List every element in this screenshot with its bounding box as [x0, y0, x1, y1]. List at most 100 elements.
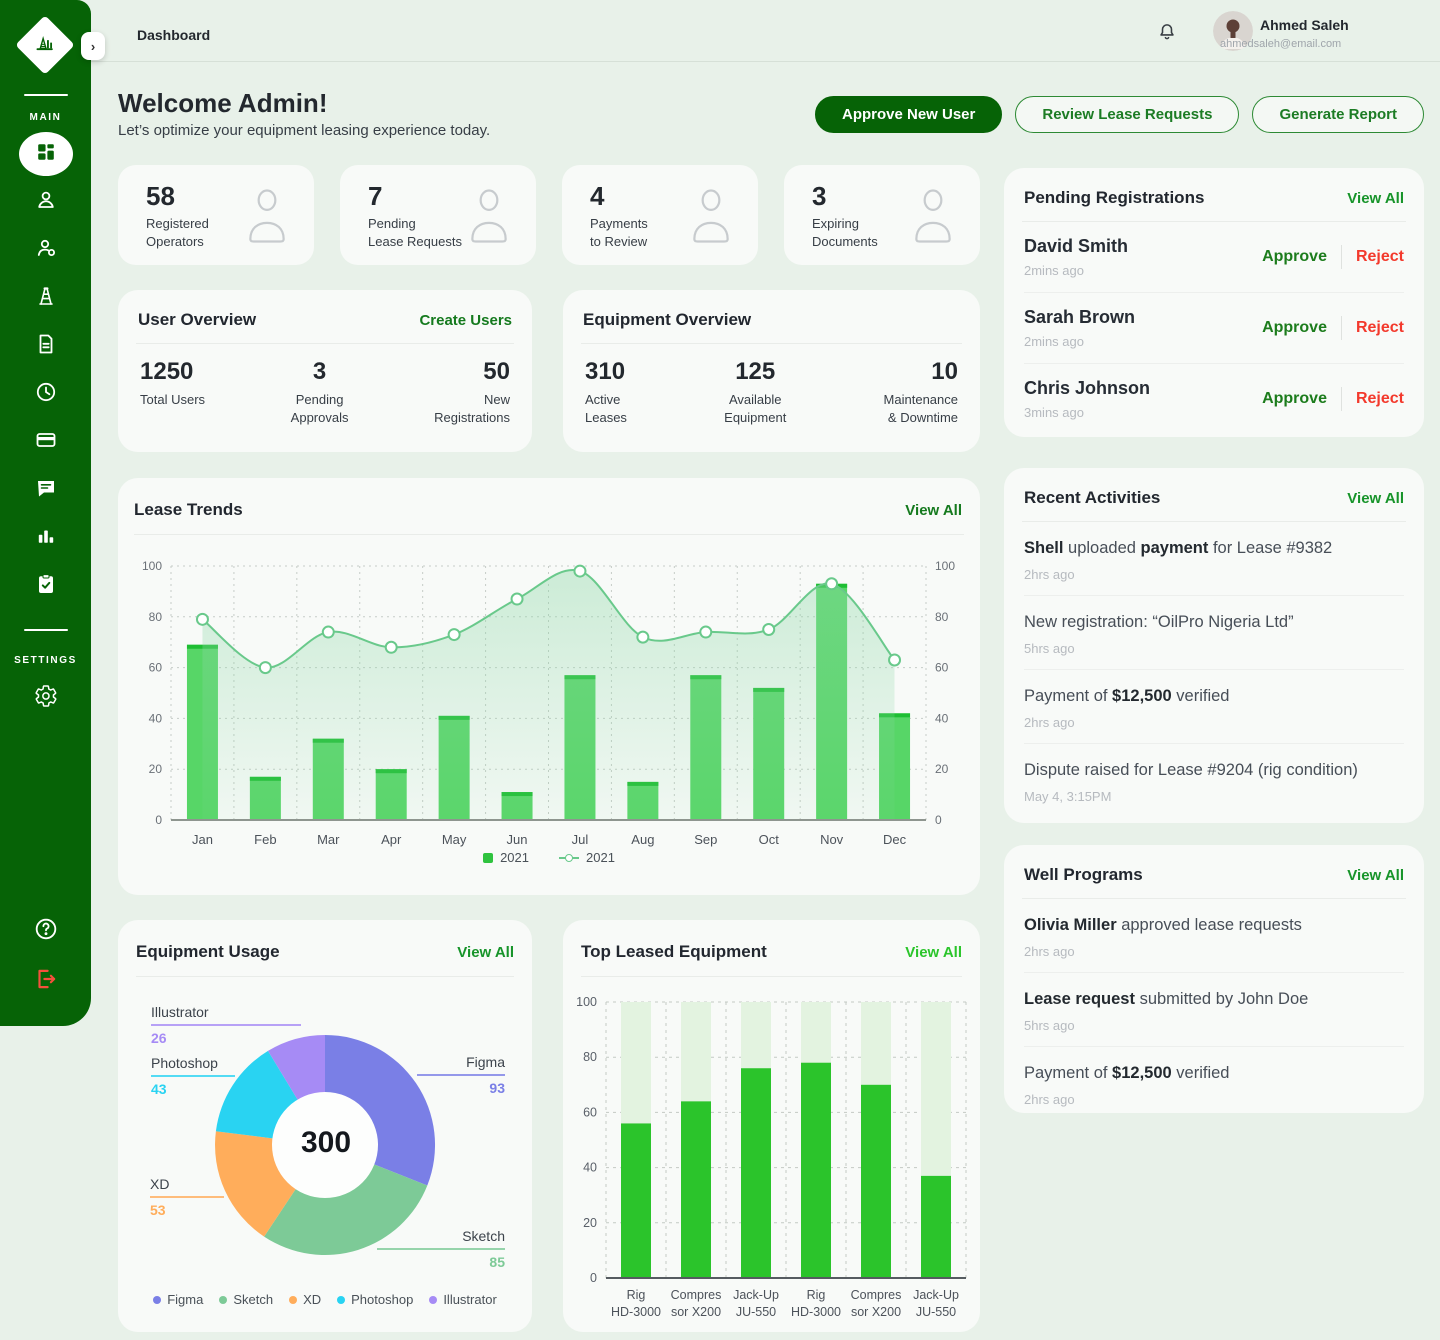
svg-text:Rig: Rig [627, 1288, 646, 1302]
user-email: ahmedsaleh@email.com [1220, 38, 1342, 50]
svg-text:sor X200: sor X200 [851, 1305, 901, 1319]
user-overview-title: User Overview [138, 310, 257, 329]
activity-time: 2hrs ago [1024, 715, 1075, 730]
top-leased-card: Top Leased Equipment View All 0 20 40 60 80 1… [563, 920, 980, 1332]
sidebar-divider [24, 629, 68, 631]
stat-card-2[interactable]: 4 Payments to Review [562, 165, 758, 265]
gear-icon [34, 684, 58, 713]
overview-stat: 1250 Total Users [140, 358, 206, 407]
svg-text:HD-3000: HD-3000 [791, 1305, 841, 1319]
svg-text:60: 60 [935, 661, 949, 675]
svg-text:40: 40 [935, 711, 949, 725]
sidebar-item-operators[interactable] [0, 178, 91, 226]
usage-legend-sketch[interactable]: Sketch [219, 1292, 273, 1307]
stat-card-3[interactable]: 3 Expiring Documents [784, 165, 980, 265]
sidebar-item-logout[interactable] [0, 958, 91, 1004]
svg-text:100: 100 [935, 559, 955, 573]
sidebar-item-help[interactable] [0, 908, 91, 954]
usage-legend-figma[interactable]: Figma [153, 1292, 203, 1307]
usage-legend-illustrator[interactable]: Illustrator [429, 1292, 497, 1307]
approve-new-user-button[interactable]: Approve New User [814, 96, 1003, 133]
lease-trends-view-all-link[interactable]: View All [905, 501, 962, 519]
create-users-link[interactable]: Create Users [419, 311, 512, 329]
divider [1022, 221, 1406, 222]
well-programs-card: Well Programs View All Olivia Miller app… [1004, 845, 1424, 1113]
divider [1022, 898, 1406, 899]
sidebar: MAIN [0, 0, 91, 1026]
stat-card-1[interactable]: 7 Pending Lease Requests [340, 165, 536, 265]
svg-text:60: 60 [583, 1105, 597, 1119]
reject-button[interactable]: Reject [1355, 319, 1404, 336]
recent-view-all-link[interactable]: View All [1347, 489, 1404, 507]
reject-button[interactable]: Reject [1355, 248, 1404, 265]
user-overview-card: User Overview Create Users 1250 Total Use… [118, 290, 532, 452]
activity-item: Lease request submitted by John Doe 5hrs … [1004, 973, 1424, 1046]
overview-stat: 125 Available Equipment [724, 358, 787, 425]
legend-line-2021[interactable]: 2021 [559, 850, 615, 865]
stat-label: Registered Operators [146, 216, 209, 249]
pending-view-all-link[interactable]: View All [1347, 189, 1404, 207]
generate-report-button[interactable]: Generate Report [1252, 96, 1424, 133]
svg-text:JU-550: JU-550 [916, 1305, 956, 1319]
stat-value: 4 [590, 181, 605, 211]
user-avatar[interactable] [1213, 11, 1253, 51]
active-pill [18, 132, 73, 176]
svg-text:20: 20 [149, 762, 163, 776]
notification-bell-icon[interactable] [1156, 20, 1178, 49]
review-lease-requests-button[interactable]: Review Lease Requests [1015, 96, 1240, 133]
sidebar-settings-label: SETTINGS [14, 655, 77, 666]
usage-view-all-link[interactable]: View All [457, 943, 514, 961]
person-outline-icon [686, 187, 736, 248]
donut-total: 300 [300, 1126, 352, 1159]
overview-stat: 3 Pending Approvals [290, 358, 349, 425]
well-view-all-link[interactable]: View All [1347, 866, 1404, 884]
clipboard-check-icon [34, 572, 58, 601]
sidebar-item-users[interactable] [0, 226, 91, 274]
sidebar-item-messages[interactable] [0, 466, 91, 514]
svg-text:0: 0 [590, 1271, 597, 1285]
reject-button[interactable]: Reject [1355, 390, 1404, 407]
sidebar-item-documents[interactable] [0, 322, 91, 370]
sidebar-collapse-button[interactable]: › [81, 32, 105, 60]
usage-legend-photoshop[interactable]: Photoshop [337, 1292, 413, 1307]
chat-icon [34, 476, 58, 505]
registrant-time: 3mins ago [1024, 405, 1084, 420]
svg-text:Dec: Dec [883, 832, 907, 847]
activity-time: May 4, 3:15PM [1024, 789, 1112, 804]
donut-callout-illustrator: Illustrator 26 [151, 1004, 301, 1046]
sidebar-item-rigs[interactable] [0, 274, 91, 322]
stat-label: Expiring Documents [812, 216, 878, 249]
sidebar-item-settings[interactable] [0, 676, 91, 720]
approve-button[interactable]: Approve [1262, 248, 1327, 265]
legend-bar-2021[interactable]: 2021 [483, 850, 529, 865]
approve-button[interactable]: Approve [1262, 319, 1327, 336]
user-badge-icon [34, 236, 58, 265]
app-logo[interactable] [15, 15, 75, 75]
svg-text:Jun: Jun [507, 832, 528, 847]
activity-time: 5hrs ago [1024, 1018, 1075, 1033]
stat-value: 3 [812, 181, 827, 211]
activity-item: Olivia Miller approved lease requests 2hr… [1004, 899, 1424, 972]
usage-legend-xd[interactable]: XD [289, 1292, 321, 1307]
help-icon [33, 916, 59, 947]
divider [134, 534, 964, 535]
stat-card-0[interactable]: 58 Registered Operators [118, 165, 314, 265]
recent-activities-list: Shell uploaded payment for Lease #9382 2h… [1004, 522, 1424, 817]
sidebar-item-payments[interactable] [0, 418, 91, 466]
sidebar-item-reports[interactable] [0, 514, 91, 562]
svg-text:80: 80 [149, 610, 163, 624]
top-leased-view-all-link[interactable]: View All [905, 943, 962, 961]
divider [581, 343, 962, 344]
activity-item: Payment of $12,500 verified 2hrs ago [1004, 670, 1424, 743]
approve-button[interactable]: Approve [1262, 390, 1327, 407]
sidebar-item-dashboard[interactable] [0, 130, 91, 178]
stat-value: 58 [146, 181, 175, 211]
sidebar-item-history[interactable] [0, 370, 91, 418]
sidebar-item-tasks[interactable] [0, 562, 91, 610]
activity-item: Dispute raised for Lease #9204 (rig cond… [1004, 744, 1424, 817]
page-title: Dashboard [137, 27, 211, 43]
overview-stat: 10 Maintenance & Downtime [883, 358, 958, 425]
well-programs-list: Olivia Miller approved lease requests 2hr… [1004, 899, 1424, 1120]
activity-time: 5hrs ago [1024, 641, 1075, 656]
